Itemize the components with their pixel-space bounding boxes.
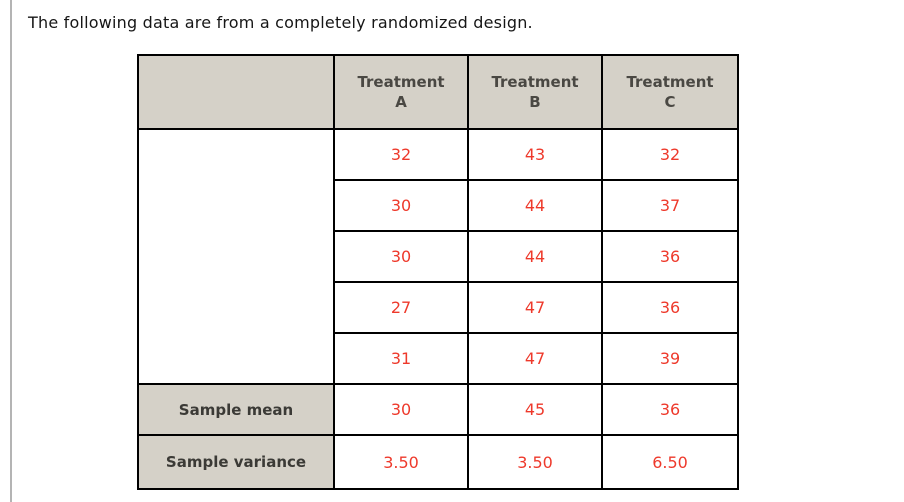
value-cell: 3.50 bbox=[467, 434, 603, 490]
value-cell: 31 bbox=[333, 332, 469, 385]
col-header-line: Treatment bbox=[357, 73, 445, 91]
value-cell: 32 bbox=[333, 128, 469, 181]
value-cell: 6.50 bbox=[601, 434, 739, 490]
treatment-data-table: Treatment A Treatment B Treatment C 32 4… bbox=[137, 54, 739, 490]
row-label-sample-mean: Sample mean bbox=[137, 383, 335, 436]
value-cell: 36 bbox=[601, 281, 739, 334]
table-row: 31 47 39 bbox=[138, 332, 739, 385]
col-header-line: A bbox=[395, 93, 407, 111]
value-cell: 36 bbox=[601, 383, 739, 436]
table-row: 27 47 36 bbox=[138, 281, 739, 334]
col-header-line: B bbox=[529, 93, 541, 111]
value-cell: 36 bbox=[601, 230, 739, 283]
table-row: 32 43 32 bbox=[137, 128, 739, 385]
row-label-sample-variance: Sample variance bbox=[137, 434, 335, 490]
row-label-spacer-cell bbox=[137, 128, 335, 385]
table-header-row: Treatment A Treatment B Treatment C bbox=[137, 54, 739, 130]
value-cell: 43 bbox=[467, 128, 603, 181]
value-cell: 37 bbox=[601, 179, 739, 232]
problem-statement: The following data are from a completely… bbox=[28, 13, 533, 32]
corner-cell bbox=[137, 54, 335, 130]
value-cell: 27 bbox=[333, 281, 469, 334]
value-cell: 30 bbox=[333, 230, 469, 283]
table-row: 30 44 37 bbox=[138, 179, 739, 232]
value-cell: 3.50 bbox=[333, 434, 469, 490]
value-cell: 44 bbox=[467, 179, 603, 232]
value-cell: 45 bbox=[467, 383, 603, 436]
value-cell: 39 bbox=[601, 332, 739, 385]
sample-variance-row: Sample variance 3.50 3.50 6.50 bbox=[137, 434, 739, 490]
value-cell: 32 bbox=[601, 128, 739, 181]
col-header-line: Treatment bbox=[626, 73, 714, 91]
col-header-treatment-a: Treatment A bbox=[333, 54, 469, 130]
table-row: 30 44 36 bbox=[138, 230, 739, 283]
col-header-line: C bbox=[664, 93, 676, 111]
sample-mean-row: Sample mean 30 45 36 bbox=[137, 383, 739, 436]
value-cell: 30 bbox=[333, 179, 469, 232]
value-cell: 30 bbox=[333, 383, 469, 436]
value-cell: 47 bbox=[467, 332, 603, 385]
col-header-treatment-b: Treatment B bbox=[467, 54, 603, 130]
col-header-treatment-c: Treatment C bbox=[601, 54, 739, 130]
value-cell: 44 bbox=[467, 230, 603, 283]
col-header-line: Treatment bbox=[491, 73, 579, 91]
page-left-rule bbox=[10, 0, 12, 502]
value-cell: 47 bbox=[467, 281, 603, 334]
